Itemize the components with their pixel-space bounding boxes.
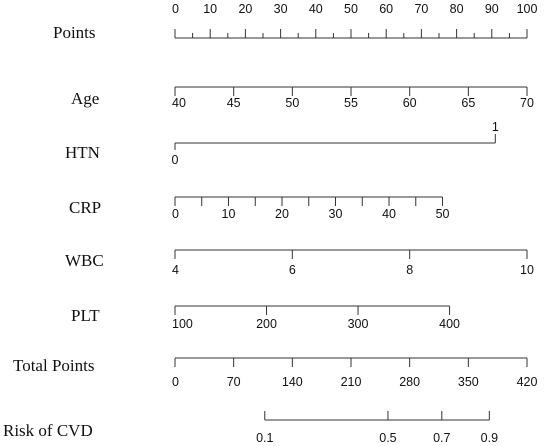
points-tick-label-30: 30: [274, 2, 288, 16]
row-label-crp: CRP: [69, 198, 101, 217]
plt-tick-label-100: 100: [172, 317, 193, 331]
age-tick-label-40: 40: [172, 96, 186, 110]
age-tick-label-60: 60: [403, 96, 417, 110]
htn-tick-label-1: 1: [492, 120, 499, 134]
row-label-points: Points: [53, 23, 96, 42]
row-label-total-points: Total Points: [13, 356, 94, 375]
risk-tick-label-0.9: 0.9: [481, 431, 498, 445]
crp-tick-label-40: 40: [382, 207, 396, 221]
wbc-tick-label-4: 4: [172, 263, 179, 277]
crp-tick-label-0: 0: [172, 207, 179, 221]
age-tick-label-65: 65: [461, 96, 475, 110]
age-tick-label-70: 70: [520, 96, 534, 110]
points-tick-label-20: 20: [238, 2, 252, 16]
total_points-tick-label-140: 140: [282, 375, 303, 389]
points-tick-label-90: 90: [485, 2, 499, 16]
wbc-tick-label-6: 6: [289, 263, 296, 277]
crp-tick-label-30: 30: [329, 207, 343, 221]
age-tick-label-45: 45: [227, 96, 241, 110]
wbc-tick-label-10: 10: [520, 263, 534, 277]
points-tick-label-40: 40: [309, 2, 323, 16]
points-tick-label-80: 80: [450, 2, 464, 16]
points-tick-label-100: 100: [517, 2, 538, 16]
age-tick-label-55: 55: [344, 96, 358, 110]
total_points-tick-label-210: 210: [341, 375, 362, 389]
points-tick-label-10: 10: [203, 2, 217, 16]
risk-tick-label-0.1: 0.1: [256, 431, 273, 445]
crp-tick-label-10: 10: [222, 207, 236, 221]
risk-tick-label-0.7: 0.7: [433, 431, 450, 445]
points-tick-label-50: 50: [344, 2, 358, 16]
total_points-tick-label-350: 350: [458, 375, 479, 389]
htn-tick-label-0: 0: [172, 153, 179, 167]
row-label-plt: PLT: [71, 306, 100, 325]
points-tick-label-0: 0: [172, 2, 179, 16]
total_points-tick-label-0: 0: [172, 375, 179, 389]
total_points-tick-label-70: 70: [227, 375, 241, 389]
risk-tick-label-0.5: 0.5: [379, 431, 396, 445]
crp-tick-label-50: 50: [436, 207, 450, 221]
plt-tick-label-200: 200: [256, 317, 277, 331]
points-tick-label-70: 70: [414, 2, 428, 16]
age-tick-label-50: 50: [285, 96, 299, 110]
total_points-tick-label-420: 420: [517, 375, 538, 389]
row-label-htn: HTN: [65, 143, 100, 162]
row-label-age: Age: [71, 89, 99, 108]
row-labels: Points Age HTN CRP WBC PLT Total Points …: [3, 23, 104, 440]
plt-tick-label-300: 300: [348, 317, 369, 331]
total_points-tick-label-280: 280: [399, 375, 420, 389]
wbc-tick-label-8: 8: [406, 263, 413, 277]
row-label-risk-of-cvd: Risk of CVD: [3, 421, 93, 440]
crp-tick-label-20: 20: [275, 207, 289, 221]
plt-tick-label-400: 400: [439, 317, 460, 331]
row-label-wbc: WBC: [65, 251, 104, 270]
points-tick-label-60: 60: [379, 2, 393, 16]
